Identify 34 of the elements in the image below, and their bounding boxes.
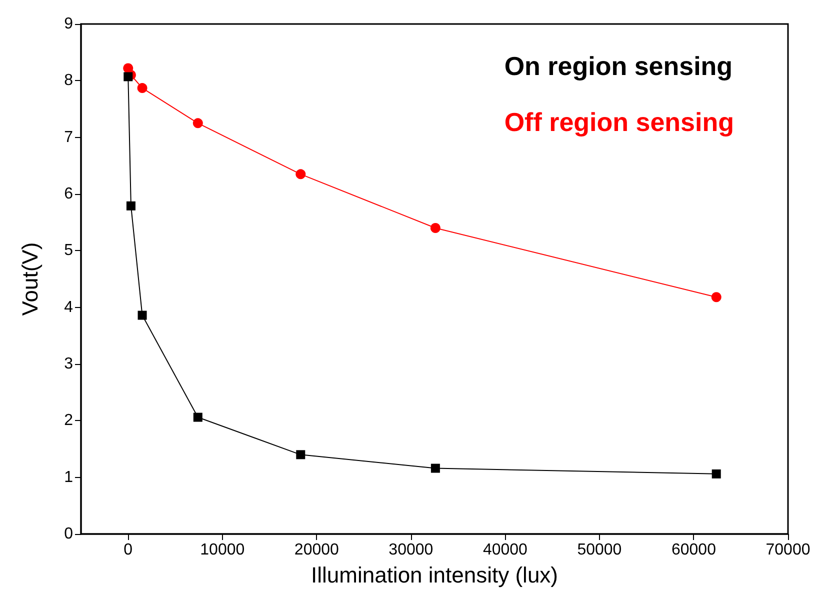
- x-tick-label: 10000: [200, 542, 245, 558]
- y-tick-label: 5: [64, 242, 74, 260]
- text: On region sensing: [504, 51, 733, 81]
- point: [137, 83, 148, 94]
- y-tick-label: 8: [64, 72, 74, 90]
- x-tick-label: 0: [124, 542, 133, 558]
- point: [296, 169, 306, 180]
- x-tick-label: 40000: [482, 542, 528, 558]
- point: [430, 223, 440, 233]
- x-tick-label: 50000: [577, 542, 622, 558]
- x-tick-label: 70000: [766, 542, 810, 558]
- point: [126, 201, 136, 210]
- y-tick-label: 3: [64, 356, 74, 372]
- point: [124, 72, 133, 82]
- point: [193, 412, 202, 422]
- x-tick-label: 60000: [671, 542, 716, 558]
- point: [712, 469, 721, 478]
- point: [192, 118, 203, 128]
- y-tick-label: 4: [64, 298, 74, 316]
- x-tick-label: 20000: [294, 542, 340, 558]
- point: [711, 292, 722, 302]
- y-tick-label: 6: [64, 186, 74, 202]
- point: [138, 310, 147, 320]
- y-tick-label: 0: [64, 526, 74, 542]
- point: [430, 464, 440, 473]
- x-tick-label: 30000: [388, 542, 434, 558]
- y-tick-label: 1: [64, 468, 74, 486]
- y-tick-label: 9: [64, 16, 74, 32]
- y-tick-label: 2: [64, 412, 74, 430]
- text: Off region sensing: [504, 107, 734, 137]
- y-tick-label: 7: [64, 128, 74, 146]
- x-axis-title: Illumination intensity (lux): [311, 562, 558, 588]
- point: [296, 450, 306, 460]
- y-axis-title: Vout(V): [18, 242, 42, 316]
